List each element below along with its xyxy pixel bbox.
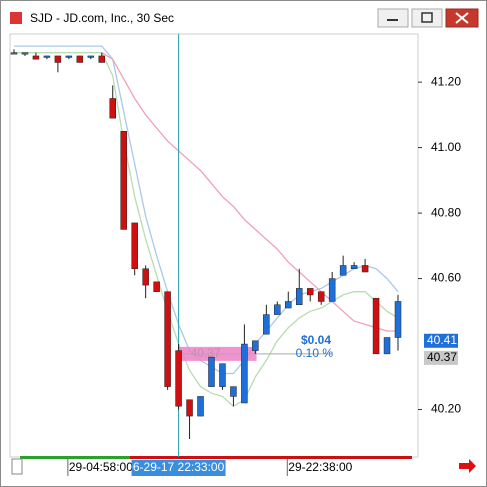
candle-body [394, 301, 402, 338]
last-price-box [424, 333, 458, 348]
candle-body [142, 268, 149, 286]
candle-body [219, 363, 226, 387]
candle-body [164, 291, 171, 387]
crosshair-price-ghost: 40.37 [191, 346, 221, 360]
y-tick-label: 40.80 [431, 205, 461, 219]
y-tick-label: 40.60 [431, 271, 461, 285]
candle-body [296, 288, 303, 306]
candle-body [263, 314, 270, 335]
crosshair-axis-label: 40.37 [427, 350, 457, 364]
y-tick-label: 41.00 [431, 140, 461, 154]
candle-body [328, 278, 336, 302]
candle-body [197, 396, 204, 417]
candle-body [175, 350, 182, 407]
candle-body [208, 356, 215, 387]
candle-body [372, 297, 380, 355]
candle-body [252, 340, 259, 351]
candle-body [10, 52, 18, 55]
candle-body [98, 55, 106, 63]
moving-average-line [101, 52, 398, 332]
candle-body [317, 291, 325, 302]
candle-body [65, 55, 73, 58]
x-tick-label: 29-04:58:00 [69, 460, 133, 474]
minimize-button[interactable] [377, 8, 409, 28]
candle-body [361, 265, 369, 273]
candle-body [76, 55, 84, 63]
scroll-arrow[interactable] [459, 459, 476, 473]
restore-button[interactable] [411, 8, 443, 28]
y-tick-label: 40.20 [431, 402, 461, 416]
candle-body [109, 98, 116, 119]
candle-body [383, 337, 391, 355]
crosshair-time-box [131, 460, 226, 476]
candle-body [120, 130, 127, 230]
x-tick-label: 6-29-17 22:33:00 [133, 460, 225, 474]
candle-body [241, 343, 248, 404]
scroll-box[interactable] [11, 458, 23, 475]
candle-body [153, 281, 160, 292]
window-title: SJD - JD.com, Inc., 30 Sec [30, 11, 174, 25]
change-label: $0.04 [301, 333, 331, 347]
candle-body [230, 386, 237, 397]
candle-body [87, 55, 95, 58]
candle-body [21, 52, 29, 55]
change-pct-label: 0.10 % [296, 346, 334, 360]
candle-body [285, 301, 292, 309]
candle-body [339, 265, 347, 276]
last-price-label: 40.41 [427, 333, 457, 347]
candle-body [186, 399, 193, 417]
app-icon [10, 12, 22, 24]
candle-body [274, 304, 281, 315]
x-tick-label: 29-22:38:00 [288, 460, 352, 474]
candle-body [32, 55, 40, 60]
candle-body [54, 55, 62, 63]
candle-body [350, 265, 358, 269]
y-tick-label: 41.20 [431, 74, 461, 88]
candle-body [306, 288, 314, 296]
candle-body [43, 55, 51, 58]
restore-icon [421, 12, 433, 23]
crosshair-axis-box [424, 350, 458, 365]
close-icon [455, 12, 469, 24]
candle-body [131, 222, 138, 269]
